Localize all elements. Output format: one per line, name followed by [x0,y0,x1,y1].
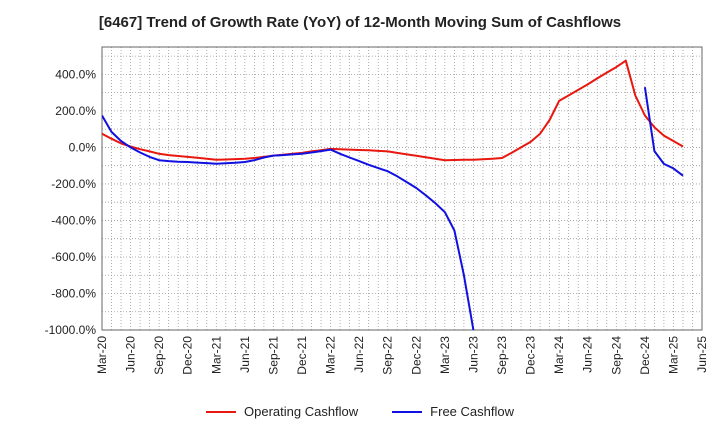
x-tick-label: Mar-21 [209,336,223,374]
x-tick-label: Dec-24 [638,336,652,375]
y-tick-label: 0.0% [69,140,97,154]
x-tick-label: Dec-21 [295,336,309,375]
y-tick-label: -800.0% [51,286,96,300]
y-tick-label: -400.0% [51,213,96,227]
x-tick-label: Mar-24 [552,336,566,374]
x-tick-label: Jun-23 [466,336,480,373]
legend-swatch-operating-cashflow [206,410,236,413]
legend-item-free-cashflow: Free Cashflow [392,404,514,419]
legend-label-free-cashflow: Free Cashflow [430,404,514,419]
series-line-free-cashflow [643,87,684,177]
legend-label-operating-cashflow: Operating Cashflow [244,404,359,419]
x-tick-label: Mar-20 [95,336,109,374]
x-tick-label: Sep-20 [152,336,166,375]
x-tick-label: Mar-23 [438,336,452,374]
x-tick-label: Sep-22 [381,336,395,375]
y-tick-label: 400.0% [55,67,96,81]
x-tick-label: Dec-22 [409,336,423,375]
x-tick-label: Sep-21 [266,336,280,375]
y-tick-label: 200.0% [55,104,96,118]
legend-swatch-free-cashflow [392,410,423,413]
y-tick-label: -600.0% [51,250,96,264]
x-tick-label: Dec-20 [181,336,195,375]
x-tick-label: Jun-20 [124,336,138,373]
y-tick-label: -1000.0% [45,323,97,337]
chart-title: [6467] Trend of Growth Rate (YoY) of 12-… [98,14,622,31]
series-line-operating-cashflow [102,59,684,162]
x-tick-label: Sep-23 [495,336,509,375]
x-tick-label: Jun-22 [352,336,366,373]
x-tick-label: Jun-24 [581,336,595,373]
series-line-free-cashflow [102,114,475,330]
y-tick-label: -200.0% [51,177,96,191]
plot-frame [101,46,703,331]
plot-area [102,47,702,330]
x-tick-label: Jun-21 [238,336,252,373]
x-tick-label: Jun-25 [695,336,709,373]
chart-legend: Operating Cashflow Free Cashflow [0,404,720,419]
x-tick-label: Mar-22 [324,336,338,374]
x-tick-label: Mar-25 [666,336,680,374]
x-tick-label: Dec-23 [524,336,538,375]
x-tick-label: Sep-24 [609,336,623,375]
legend-item-operating-cashflow: Operating Cashflow [206,404,358,419]
